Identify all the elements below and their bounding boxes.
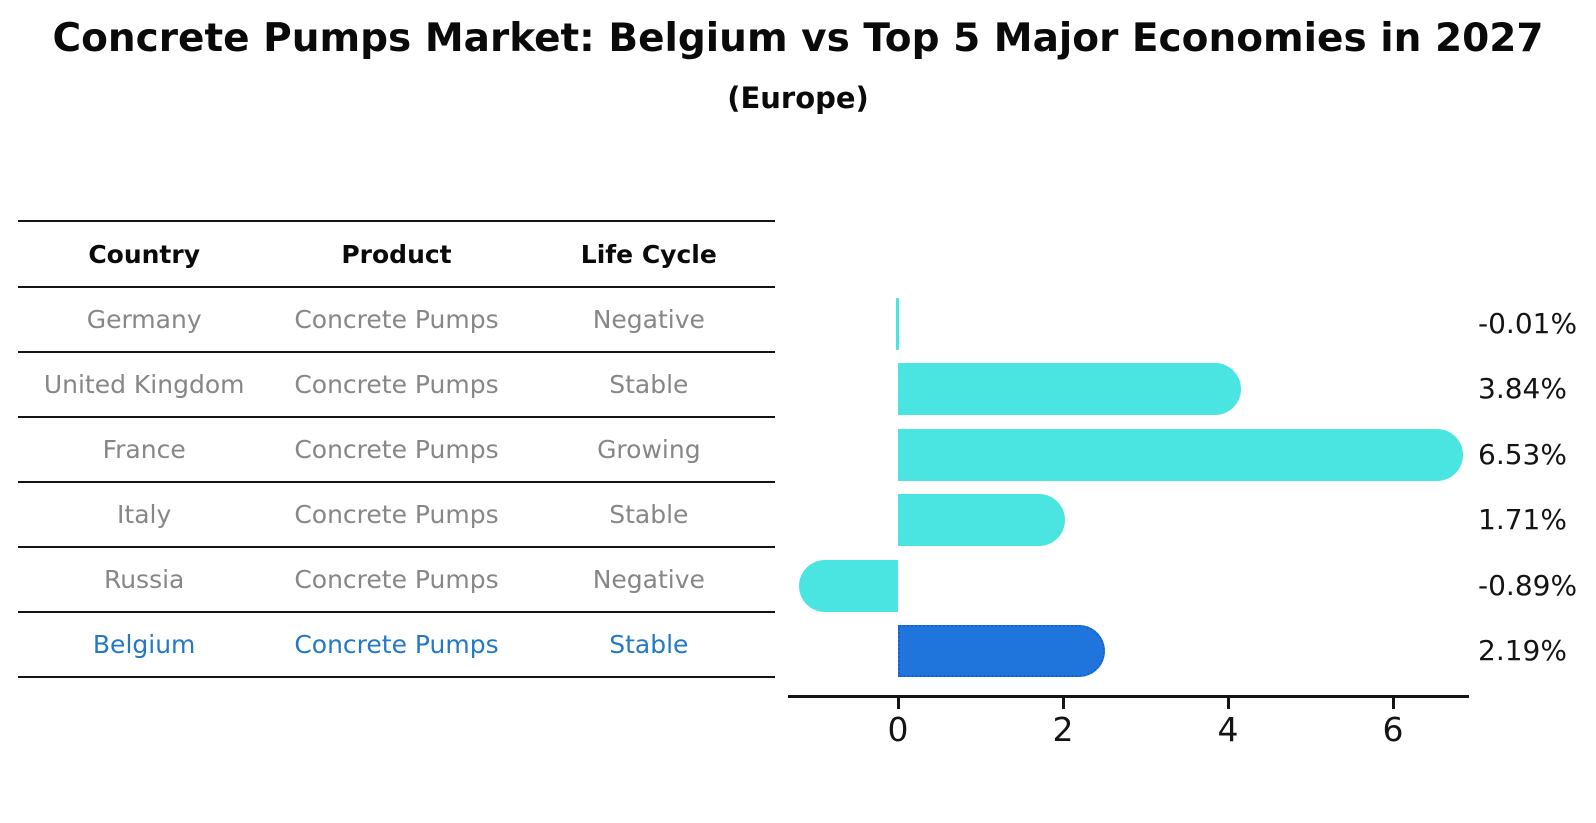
cell-country: Belgium	[92, 630, 196, 659]
x-tick-mark-4	[1226, 695, 1230, 709]
x-tick-label-2: 2	[1052, 710, 1074, 749]
cell-country: United Kingdom	[43, 370, 245, 399]
cell-product: Concrete Pumps	[294, 565, 499, 594]
cell-product: Concrete Pumps	[294, 370, 499, 399]
col-header-life-cycle: Life Cycle	[580, 239, 717, 269]
x-tick-mark-6	[1391, 695, 1395, 709]
cell-country: Italy	[117, 500, 172, 529]
cell-life-cycle: Negative	[592, 565, 705, 594]
x-tick-label-0: 0	[887, 710, 909, 749]
cell-life-cycle: Growing	[597, 435, 701, 464]
value-label-belgium: 2.19%	[1478, 634, 1567, 667]
cell-country: France	[102, 435, 186, 464]
value-label-france: 6.53%	[1478, 437, 1567, 471]
table-row-united-kingdom: United Kingdom Concrete Pumps Stable	[18, 353, 775, 418]
value-label-russia: -0.89%	[1478, 568, 1578, 602]
cell-country: Russia	[103, 565, 185, 594]
chart-title: Concrete Pumps Market: Belgium vs Top 5 …	[52, 16, 1544, 61]
cell-product: Concrete Pumps	[294, 435, 499, 464]
x-tick-mark-2	[1061, 695, 1065, 709]
cell-life-cycle: Negative	[592, 305, 705, 334]
cell-life-cycle: Stable	[609, 500, 689, 529]
value-label-italy: 1.71%	[1478, 503, 1567, 537]
value-label-united-kingdom: 3.84%	[1478, 372, 1567, 406]
cell-product: Concrete Pumps	[294, 305, 499, 334]
table-row-russia: Russia Concrete Pumps Negative	[18, 548, 775, 613]
cell-country: Germany	[86, 305, 202, 334]
table-row-france: France Concrete Pumps Growing	[18, 418, 775, 483]
bar-russia	[798, 559, 898, 612]
bar-germany	[896, 298, 899, 350]
table-row-italy: Italy Concrete Pumps Stable	[18, 483, 775, 548]
cell-life-cycle: Stable	[609, 370, 689, 399]
x-tick-label-4: 4	[1217, 710, 1239, 749]
country-table: Country Product Life Cycle Germany Concr…	[18, 220, 775, 678]
cell-product: Concrete Pumps	[294, 500, 499, 529]
chart-subtitle: (Europe)	[727, 81, 869, 115]
x-tick-label-6: 6	[1382, 710, 1404, 749]
bar-united-kingdom	[898, 363, 1241, 416]
table-row-belgium: Belgium Concrete Pumps Stable	[18, 613, 775, 678]
col-header-country: Country	[88, 239, 201, 269]
bar-belgium	[898, 625, 1105, 677]
col-header-product: Product	[341, 239, 452, 269]
bar-italy	[898, 494, 1066, 547]
x-tick-mark-0	[896, 695, 900, 709]
table-header-row: Country Product Life Cycle	[18, 220, 775, 288]
cell-product: Concrete Pumps	[294, 630, 499, 659]
table-row-germany: Germany Concrete Pumps Negative	[18, 288, 775, 353]
bar-france	[898, 428, 1463, 481]
value-label-germany: -0.01%	[1478, 307, 1578, 340]
cell-life-cycle: Stable	[609, 630, 689, 659]
x-axis-line	[788, 695, 1469, 698]
